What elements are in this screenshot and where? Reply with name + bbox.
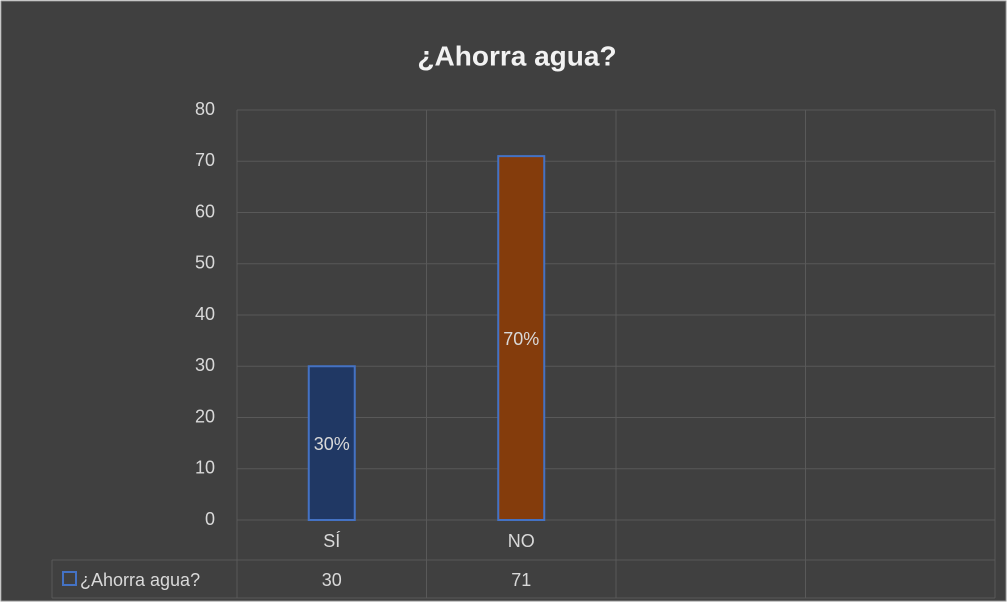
data-label: 30% [314, 434, 350, 454]
bar [497, 155, 546, 521]
x-tick-label: NO [508, 531, 535, 551]
y-tick-label: 10 [195, 458, 215, 478]
legend-marker [62, 571, 77, 586]
y-tick-label: 60 [195, 201, 215, 221]
data-label: 70% [503, 329, 539, 349]
y-tick-label: 50 [195, 253, 215, 273]
table-value: 71 [511, 570, 531, 590]
table-value: 30 [322, 570, 342, 590]
y-tick-label: 20 [195, 406, 215, 426]
y-tick-label: 0 [205, 509, 215, 529]
x-tick-label: SÍ [323, 531, 340, 551]
chart-title: ¿Ahorra agua? [417, 40, 616, 71]
legend-label: ¿Ahorra agua? [80, 570, 200, 590]
y-tick-label: 40 [195, 304, 215, 324]
bar [307, 365, 356, 521]
y-tick-label: 30 [195, 355, 215, 375]
y-tick-label: 80 [195, 99, 215, 119]
y-tick-label: 70 [195, 150, 215, 170]
